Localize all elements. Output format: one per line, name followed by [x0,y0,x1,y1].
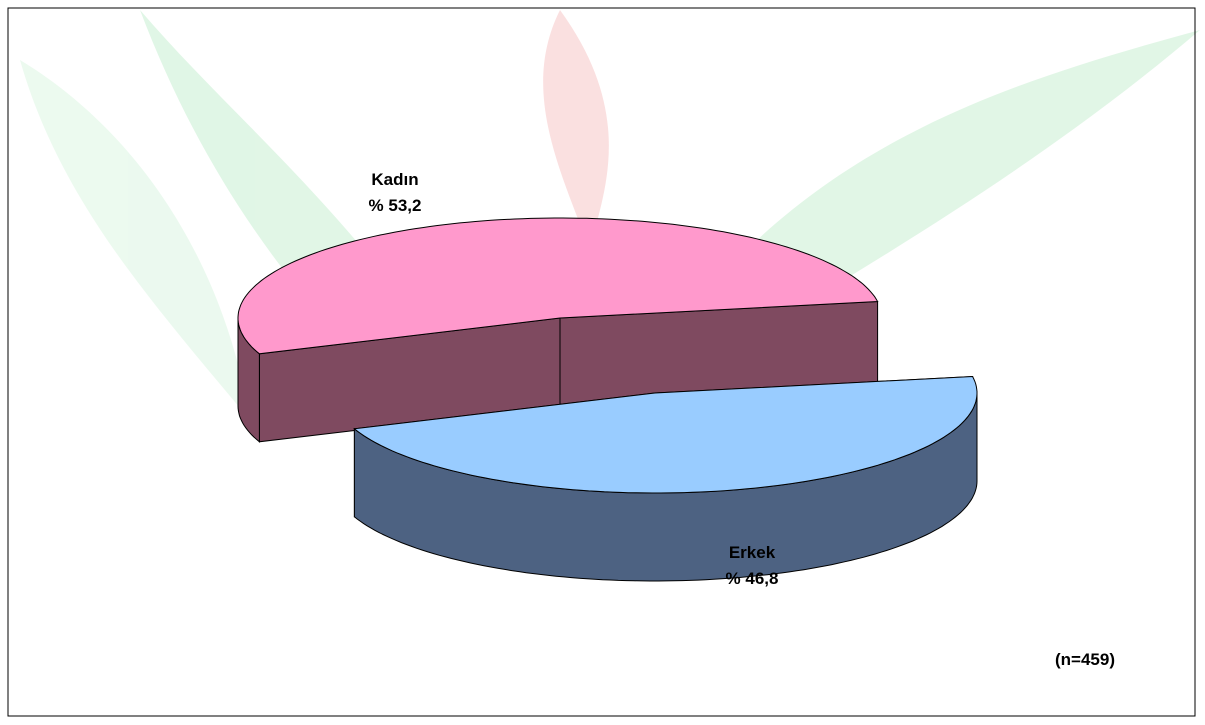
slice-category-label: Erkek [729,543,776,562]
slice [353,375,978,494]
slice [237,217,879,355]
annotation: (n=459) [1055,650,1115,669]
slice-value-label: % 53,2 [369,196,422,215]
slice-category-label: Kadın [371,170,418,189]
chart-frame [7,7,1196,717]
slice-value-label: % 46,8 [726,569,779,588]
